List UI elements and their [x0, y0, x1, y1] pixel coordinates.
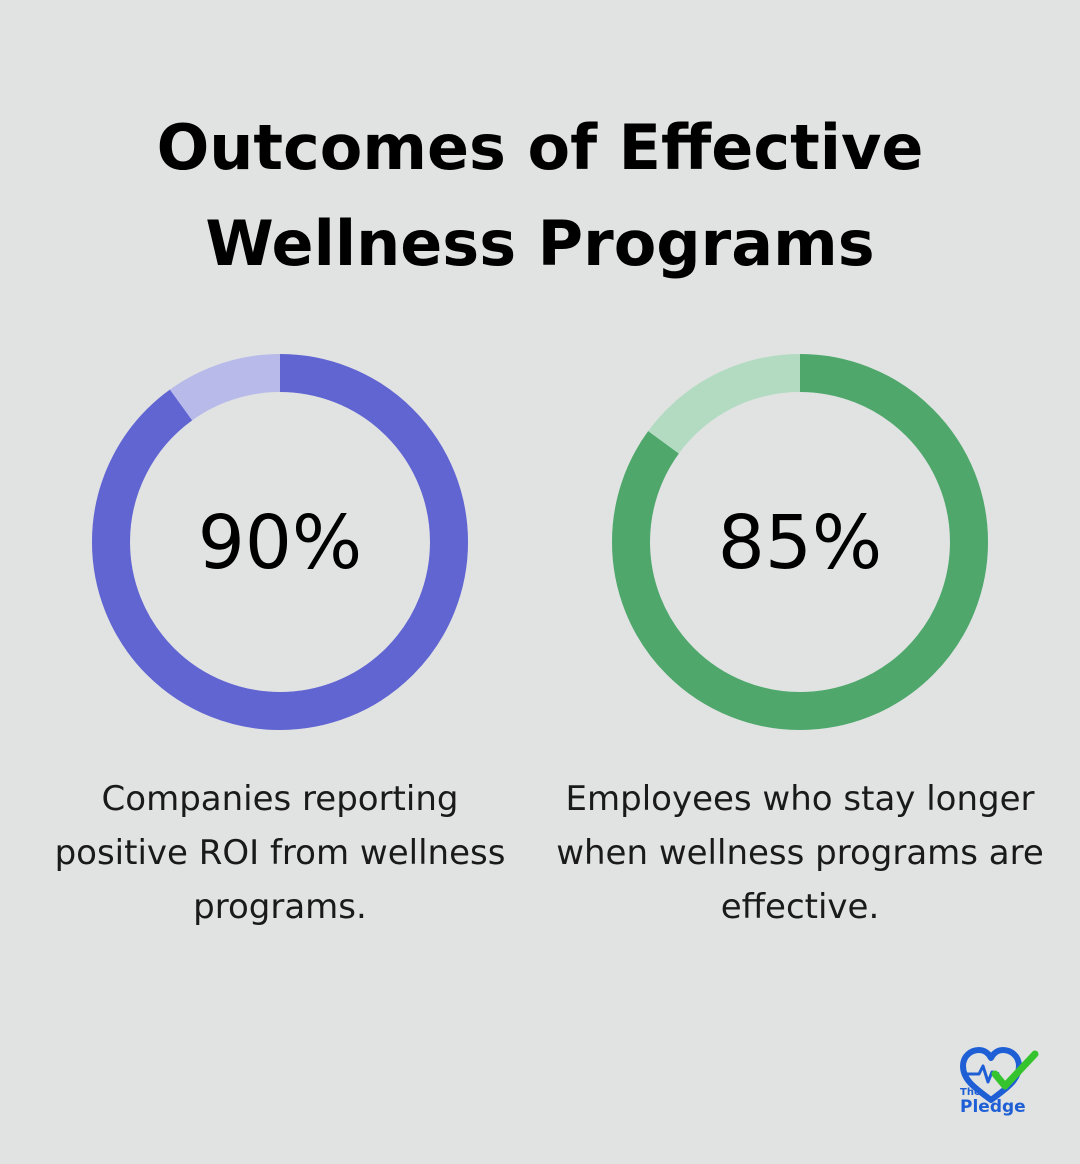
donut-center-label: 85%	[718, 500, 882, 586]
stat-card-roi: 90% Companies reporting positive ROI fro…	[10, 352, 550, 934]
stat-description-retention: Employees who stay longer when wellness …	[556, 779, 1044, 927]
logo-pledge: Pledge	[960, 1097, 1026, 1117]
donut-chart-roi: 90%	[92, 354, 468, 730]
logo-wordmark: The Pledge	[960, 1087, 1026, 1117]
donut-chart-retention: 85%	[612, 354, 988, 730]
stat-description-roi: Companies reporting positive ROI from we…	[54, 779, 506, 927]
logo-the: The	[960, 1087, 981, 1098]
donut-center-label: 90%	[198, 500, 362, 586]
page-title: Outcomes of Effective Wellness Programs	[156, 111, 924, 280]
heart-check-icon	[960, 1047, 1039, 1103]
donut-value-arc	[612, 354, 988, 730]
stat-card-retention: 85% Employees who stay longer when welln…	[530, 352, 1070, 934]
donut-value-arc	[92, 354, 468, 730]
